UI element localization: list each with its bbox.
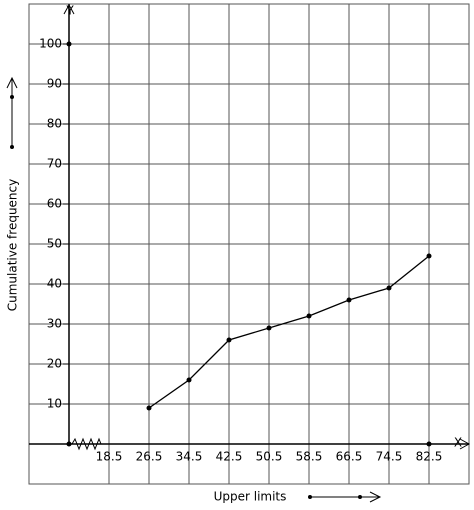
grid — [29, 43, 469, 405]
x-tick-label: 58.5 — [296, 450, 323, 464]
y-arrow — [63, 3, 75, 15]
y-axis-label: Cumulative frequency — [6, 179, 20, 312]
x-arrow — [459, 438, 471, 450]
data-point — [266, 325, 272, 331]
x-tick-label: 74.5 — [376, 450, 403, 464]
y-tick-label: 40 — [47, 277, 62, 291]
x-axis-label: Upper limits — [214, 490, 287, 504]
x-tick-label: 34.5 — [176, 450, 203, 464]
axis-break — [71, 437, 102, 451]
data-point — [346, 297, 352, 303]
data-point — [146, 405, 152, 411]
data-point — [386, 285, 392, 291]
y-tick-label: 70 — [47, 157, 62, 171]
data-point — [306, 313, 312, 319]
data-point — [426, 253, 432, 259]
axis-dot — [426, 441, 432, 447]
x-tick-label: 18.5 — [96, 450, 123, 464]
x-axis-name: X — [454, 436, 462, 450]
data-point — [186, 377, 192, 383]
x-tick-label: 42.5 — [216, 450, 243, 464]
y-tick-label: 50 — [47, 237, 62, 251]
x-tick-label: 66.5 — [336, 450, 363, 464]
x-tick-label: 26.5 — [136, 450, 163, 464]
y-direction-arrow — [6, 76, 18, 149]
x-tick-label: 82.5 — [416, 450, 443, 464]
y-tick-label: 80 — [47, 117, 62, 131]
x-tick-label: 50.5 — [256, 450, 283, 464]
y-tick-label: 100 — [39, 37, 62, 51]
y-axis-name: Y — [65, 4, 74, 18]
y-tick-label: 30 — [47, 317, 62, 331]
data-point — [226, 337, 232, 343]
ogive-line — [148, 255, 430, 409]
origin-dot — [66, 441, 72, 447]
y-tick-label: 90 — [47, 77, 62, 91]
y-tick-label: 10 — [47, 397, 62, 411]
y-tick-label: 20 — [47, 357, 62, 371]
y-tick-label: 60 — [47, 197, 62, 211]
x-direction-arrow — [308, 491, 382, 503]
